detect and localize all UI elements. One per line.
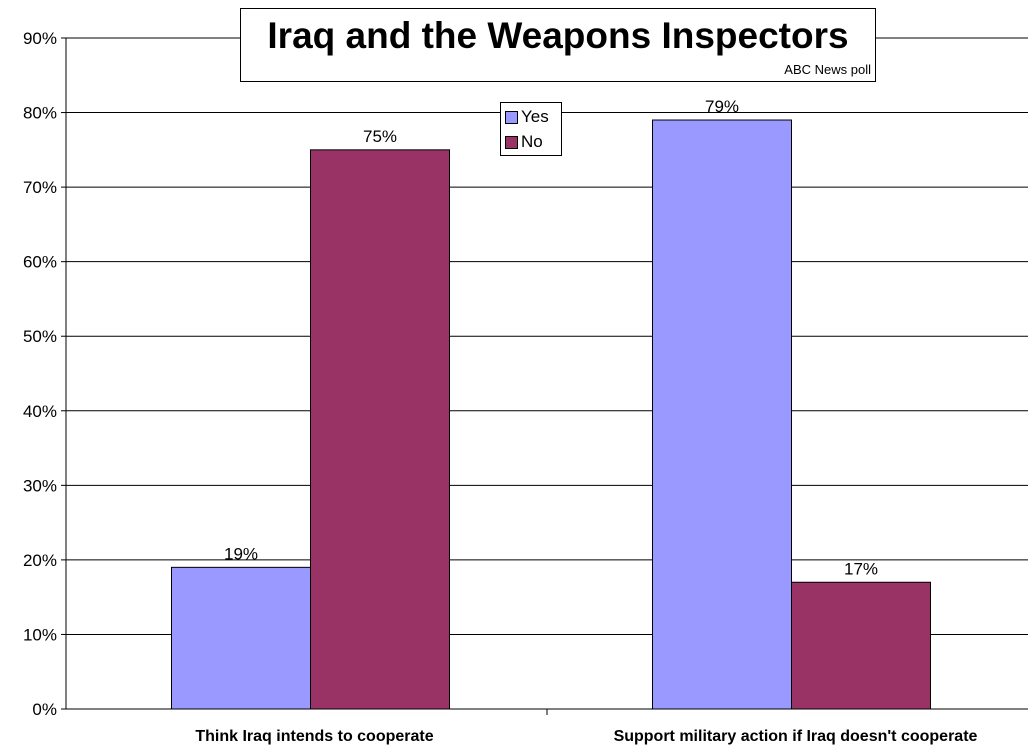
legend-item-no: No bbox=[505, 131, 543, 153]
data-label: 79% bbox=[705, 97, 739, 116]
bar-yes-0 bbox=[171, 566, 311, 710]
chart-legend: Yes No bbox=[500, 102, 562, 156]
y-tick-label: 80% bbox=[23, 104, 57, 123]
legend-swatch-yes bbox=[505, 110, 518, 124]
y-tick-label: 10% bbox=[23, 625, 57, 644]
chart-title: Iraq and the Weapons Inspectors bbox=[267, 15, 849, 56]
y-tick-label: 90% bbox=[23, 29, 57, 48]
y-tick-label: 0% bbox=[32, 700, 57, 719]
bar-no-1 bbox=[791, 581, 931, 710]
y-tick-label: 30% bbox=[23, 476, 57, 495]
x-category-label: Think Iraq intends to cooperate bbox=[195, 728, 433, 745]
legend-label-no: No bbox=[521, 132, 543, 151]
data-label: 75% bbox=[363, 127, 397, 146]
y-tick-label: 70% bbox=[23, 178, 57, 197]
y-tick-label: 20% bbox=[23, 551, 57, 570]
legend-item-yes: Yes bbox=[505, 106, 549, 128]
data-label: 17% bbox=[844, 559, 878, 578]
legend-label-yes: Yes bbox=[521, 107, 549, 126]
chart-title-box: Iraq and the Weapons Inspectors ABC News… bbox=[240, 8, 876, 82]
bar-yes-1 bbox=[652, 119, 792, 710]
y-tick-label: 40% bbox=[23, 402, 57, 421]
legend-swatch-no bbox=[505, 135, 518, 149]
chart-subtitle: ABC News poll bbox=[784, 62, 871, 77]
x-category-label: Support military action if Iraq doesn't … bbox=[614, 728, 978, 745]
y-tick-label: 50% bbox=[23, 327, 57, 346]
y-tick-label: 60% bbox=[23, 253, 57, 272]
data-label: 19% bbox=[224, 544, 258, 563]
bar-no-0 bbox=[310, 149, 450, 710]
